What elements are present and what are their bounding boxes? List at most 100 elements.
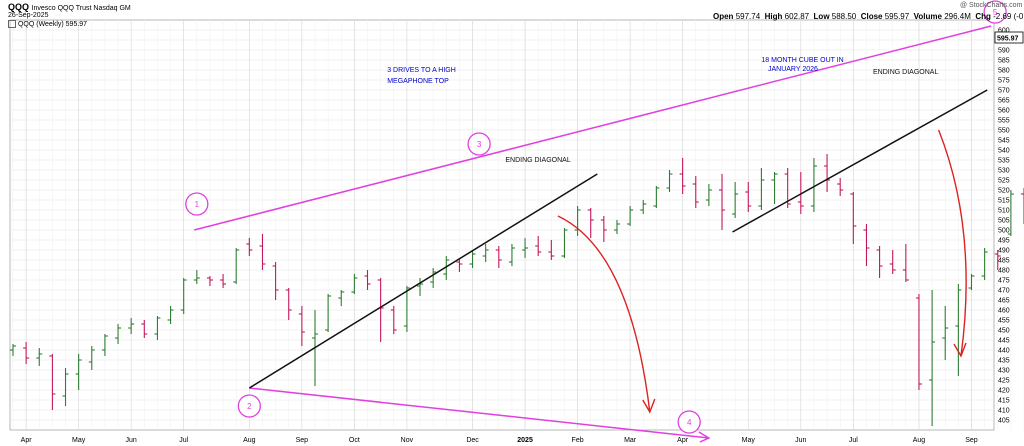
ohlc-bar (298, 306, 305, 346)
series-swatch (8, 20, 16, 28)
ohlc-bar (443, 256, 450, 280)
upper-megaphone-line (194, 25, 992, 231)
y-tick-label: 430 (998, 368, 1010, 375)
ohlc-bar (797, 172, 804, 214)
x-tick-label: Sep (965, 437, 978, 444)
x-tick-label: Aug (913, 437, 926, 444)
ohlc-bar (561, 228, 568, 258)
price-tag: 595.97 (994, 31, 1024, 44)
y-tick-label: 565 (998, 98, 1010, 105)
x-tick-label: 2025 (517, 437, 533, 444)
y-tick-label: 465 (998, 298, 1010, 305)
y-tick-label: 545 (998, 138, 1010, 145)
ohlc-bar (653, 186, 660, 208)
ohlc-bar (390, 306, 397, 334)
wave-number: 3 (477, 140, 482, 149)
y-tick-label: 590 (998, 48, 1010, 55)
ohlc-bar (889, 250, 896, 274)
x-tick-label: Apr (677, 437, 689, 444)
volume-value: 296.4M (944, 12, 971, 21)
y-tick-label: 600 (998, 28, 1010, 35)
red-arrows (557, 129, 967, 414)
y-tick-label: 490 (998, 248, 1010, 255)
open-label: Open (713, 12, 734, 21)
arrow-curve-1-head (642, 398, 656, 414)
ohlc-bar (613, 220, 620, 234)
wave-number: 1 (195, 200, 200, 209)
y-tick-label: 435 (998, 358, 1010, 365)
wave-label-5: 5 (983, 0, 1007, 24)
ohlc-bar (325, 294, 332, 332)
x-tick-label: May (72, 437, 86, 444)
ohlc-bar (876, 246, 883, 278)
ohlc-bar (193, 270, 200, 284)
x-tick-label: Jul (849, 437, 858, 444)
lower-support-line (248, 173, 598, 389)
ohlc-bar (929, 290, 936, 426)
annotation-text: ENDING DIAGONAL (873, 69, 938, 76)
x-tick-label: Feb (572, 437, 584, 444)
price-tag-value: 595.97 (997, 36, 1019, 43)
y-tick-label: 460 (998, 308, 1010, 315)
high-value: 602.87 (784, 12, 810, 21)
ohlc-bar (259, 234, 266, 270)
ohlc-bar (246, 238, 253, 256)
ohlc-bar (364, 270, 371, 290)
ohlc-bar (180, 278, 187, 314)
ohlc-bar (627, 206, 634, 226)
x-tick-label: Dec (466, 437, 479, 444)
wave-circle (237, 394, 261, 418)
ohlc-bar (522, 238, 529, 258)
ohlc-bar (942, 306, 949, 360)
low-value: 588.50 (831, 12, 857, 21)
ohlc-bar (115, 324, 122, 344)
y-tick-label: 415 (998, 398, 1010, 405)
ohlc-bar (719, 174, 726, 230)
right-support-line (732, 89, 988, 233)
ohlc-bar (403, 286, 410, 332)
y-tick-label: 455 (998, 318, 1010, 325)
ohlc-summary: Open 597.74 High 602.87 Low 588.50 Close… (713, 12, 1024, 21)
ohlc-bar (233, 248, 240, 284)
ticker-symbol: QQQ (8, 2, 30, 12)
annotation-text: 3 DRIVES TO A HIGH (387, 67, 456, 74)
ohlc-bar (417, 278, 424, 296)
ohlc-bar (272, 262, 279, 300)
y-tick-label: 530 (998, 168, 1010, 175)
ohlc-bar (863, 224, 870, 266)
ohlc-bar (495, 246, 502, 268)
y-tick-label: 405 (998, 418, 1010, 425)
ohlc-bar (36, 348, 43, 366)
lower-megaphone-line (249, 387, 709, 439)
chart-date: 26-Sep-2025 (8, 12, 49, 19)
y-tick-label: 510 (998, 208, 1010, 215)
ohlc-bar (23, 342, 30, 364)
y-tick-label: 520 (998, 188, 1010, 195)
ohlc-bar (587, 208, 594, 238)
close-label: Close (860, 12, 883, 21)
wave-number: 5 (993, 8, 998, 17)
x-tick-label: Mar (624, 437, 637, 444)
series-legend: QQQ (Weekly) 595.97 (8, 20, 87, 28)
y-tick-label: 440 (998, 348, 1010, 355)
annotation-text: ENDING DIAGONAL (505, 157, 570, 164)
wave-circle (677, 410, 701, 434)
x-tick-label: Oct (349, 437, 360, 444)
annotations: 3 DRIVES TO A HIGH MEGAPHONE TOP 18 MONTH … (387, 57, 938, 164)
ohlc-bar (837, 178, 844, 196)
chg-label: Chg (975, 12, 991, 21)
y-tick-label: 480 (998, 268, 1010, 275)
y-tick-label: 500 (998, 228, 1010, 235)
ohlc-bar (49, 354, 56, 410)
y-tick-label: 410 (998, 408, 1010, 415)
ohlc-bar (666, 170, 673, 192)
y-tick-label: 560 (998, 108, 1010, 115)
y-tick-label: 445 (998, 338, 1010, 345)
close-value: 595.97 (884, 12, 910, 21)
y-tick-label: 580 (998, 68, 1010, 75)
y-axis-labels: 405 410 415 420 425 430 435 440 445 450 455 460 465 4… (998, 28, 1010, 425)
ohlc-bar (535, 236, 542, 256)
ohlc-bar (692, 176, 699, 208)
ohlc-bar (220, 274, 227, 288)
arrow-curve-2-head (953, 342, 967, 358)
